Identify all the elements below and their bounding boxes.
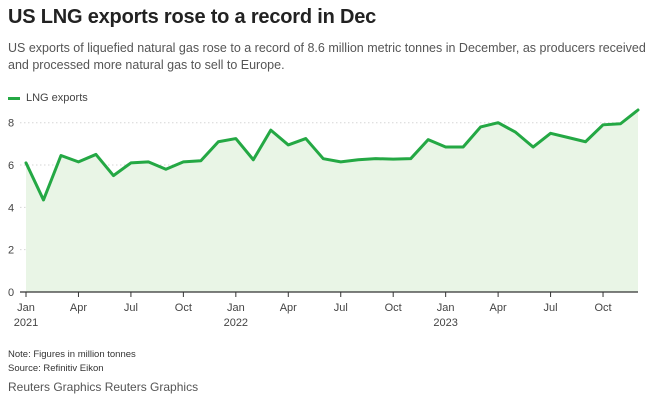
y-tick-label: 8 [8,118,14,130]
y-tick-label: 6 [8,160,14,172]
x-tick-label: Jul [334,302,348,314]
x-tick-label: Oct [385,302,402,314]
legend-label: LNG exports [26,92,88,104]
area-path [26,110,638,292]
x-tick-label: Jan [437,302,455,314]
series-line-path [24,108,640,202]
x-tick-year-label: 2022 [224,317,248,329]
x-tick-label: Oct [594,302,611,314]
x-tick-label: Jan [227,302,245,314]
chart-subtitle: US exports of liquefied natural gas rose… [8,41,646,72]
x-tick-label: Jul [544,302,558,314]
x-tick-label: Apr [490,302,507,314]
series-line [24,108,640,202]
axes: 0 2 4 6 8 Jan 2021 Apr Jul Oct Jan 2022 Apr Jul Oct Jan… [8,118,638,329]
area-fill [26,110,638,292]
credit-text: Reuters Graphics Reuters Graphics [8,380,199,394]
x-tick-year-label: 2023 [433,317,457,329]
x-tick-year-label: 2021 [14,317,38,329]
legend: LNG exports [8,92,88,104]
x-tick-label: Jan [17,302,35,314]
x-tick-label: Jul [124,302,138,314]
chart-title: US LNG exports rose to a record in Dec [8,6,377,28]
x-tick-label: Oct [175,302,192,314]
y-tick-label: 4 [8,202,14,214]
source-text: Source: Refinitiv Eikon [8,363,104,374]
y-tick-label: 2 [8,245,14,257]
legend-swatch [8,96,20,100]
x-tick-label: Apr [70,302,87,314]
y-tick-label: 0 [8,287,14,299]
note-text: Note: Figures in million tonnes [8,349,136,360]
x-tick-label: Apr [280,302,297,314]
